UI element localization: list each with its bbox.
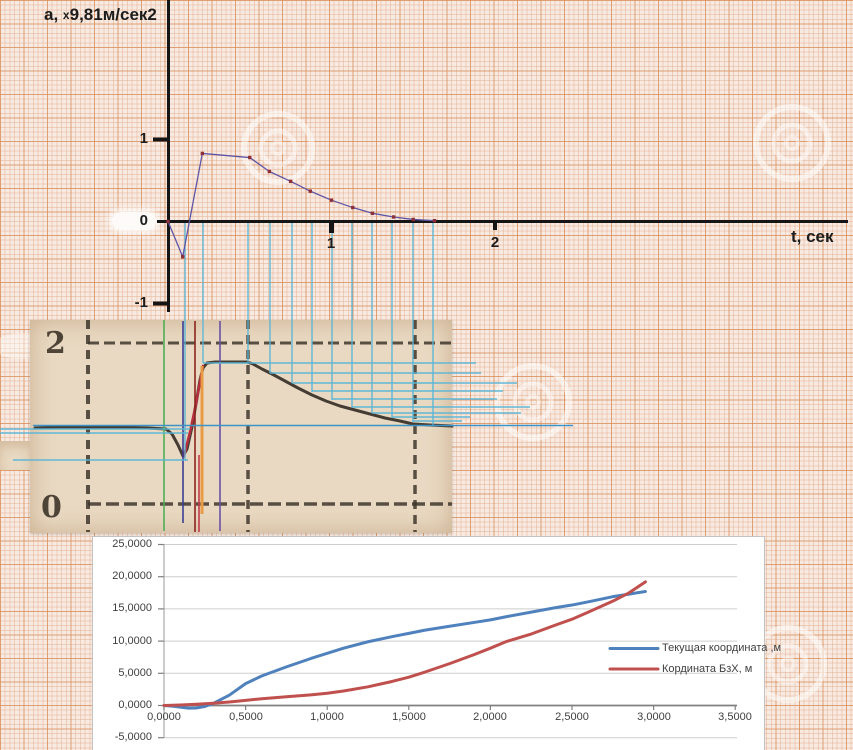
excel-ytick-label: 25,0000 <box>112 538 152 550</box>
excel-xtick-label: 3,5000 <box>718 711 752 723</box>
legend-label-current-coordinate: Текущая координата ,м <box>662 642 782 654</box>
xtick-label-2: 2 <box>490 234 500 251</box>
excel-ytick-label: 0,0000 <box>118 699 152 711</box>
ytick-label-0: 0 <box>139 212 148 229</box>
acceleration-data-point <box>181 255 185 259</box>
dreamstime-spiral-watermark <box>753 104 831 182</box>
acceleration-data-point <box>308 189 312 193</box>
oscillogram-label-0: 0 <box>41 490 62 525</box>
excel-ytick-label: 5,0000 <box>118 667 152 679</box>
acceleration-curve <box>167 152 436 258</box>
legend-label-bzx-coordinate: Кордината БзХ, м <box>662 663 753 675</box>
excel-ytick-label: 15,0000 <box>112 602 152 614</box>
ytick-label-1: 1 <box>139 130 148 147</box>
acceleration-data-point <box>248 155 252 160</box>
excel-xtick-label: 2,0000 <box>473 711 507 723</box>
top-chart-xlabel: t, сек <box>791 227 834 246</box>
oscillogram-scan-panel <box>30 320 452 533</box>
excel-ytick-label: 10,0000 <box>112 635 152 647</box>
excel-xtick-label: 1,5000 <box>392 711 426 723</box>
dreamstime-spiral-watermark <box>494 363 572 441</box>
dreamstime-spiral-watermark <box>241 111 315 185</box>
excel-xtick-label: 0,5000 <box>229 711 263 723</box>
xtick-label-1: 1 <box>326 235 336 252</box>
acceleration-data-point <box>411 217 415 222</box>
acceleration-data-point <box>432 218 437 223</box>
ytick-label-minus1: -1 <box>134 294 148 311</box>
acceleration-data-point <box>351 205 355 210</box>
oscillogram-label-2: 2 <box>45 326 66 361</box>
acceleration-data-point <box>267 169 272 174</box>
acceleration-data-point <box>329 198 334 202</box>
acceleration-data-point <box>370 211 375 215</box>
title-value: 9,81м/сек2 <box>69 5 157 24</box>
excel-xtick-label: 2,5000 <box>555 711 589 723</box>
title-multiplier: х <box>62 8 70 22</box>
title-prefix: а, <box>44 5 59 24</box>
acceleration-data-point <box>288 179 293 184</box>
white-correction-patch <box>112 212 156 230</box>
excel-xtick-label: 1,0000 <box>310 711 344 723</box>
excel-ytick-label: 20,0000 <box>112 570 152 582</box>
excel-xtick-label: 0,0000 <box>147 711 181 723</box>
excel-xtick-label: 3,0000 <box>637 711 671 723</box>
acceleration-data-point <box>166 219 170 224</box>
acceleration-data-point <box>391 215 396 219</box>
top-chart-title: а, х9,81м/сек2 <box>44 5 157 25</box>
acceleration-data-point <box>200 151 205 156</box>
oscillogram-scan-panel-edge <box>0 441 30 470</box>
excel-ytick-label: -5,0000 <box>114 731 152 743</box>
